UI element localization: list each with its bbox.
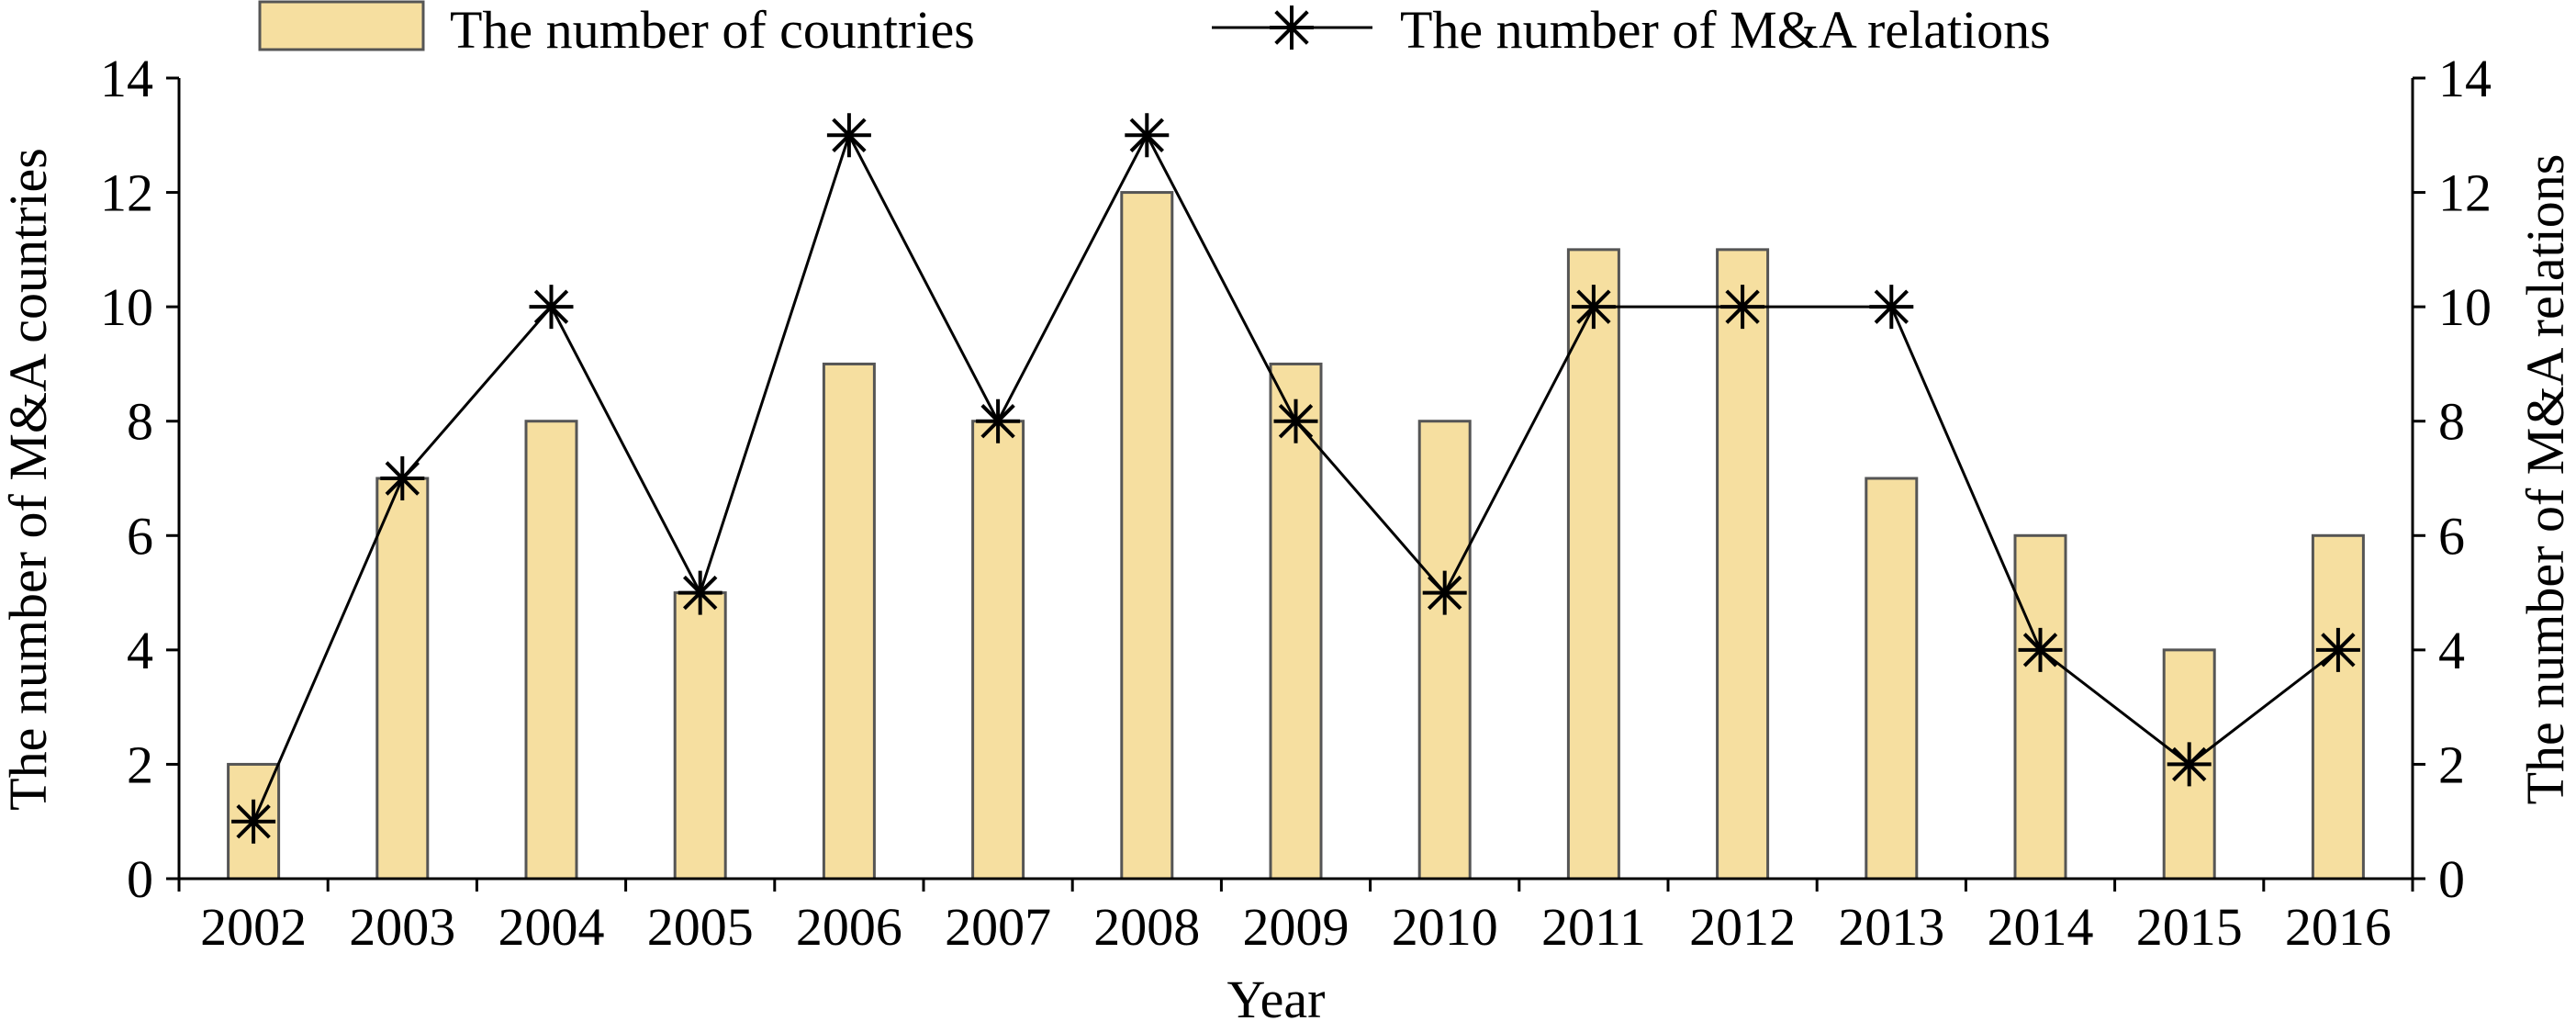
point-2010	[1422, 570, 1467, 615]
y-right-tick-label: 4	[2438, 621, 2465, 680]
bar-2008	[1120, 191, 1174, 881]
bar-2012	[1716, 248, 1770, 881]
bar-2016	[2311, 533, 2365, 881]
legend-bar-label: The number of countries	[450, 0, 975, 60]
y-right-tick-label: 0	[2438, 849, 2465, 909]
x-tick-label-2015: 2015	[2136, 897, 2243, 957]
x-axis-title: Year	[1227, 970, 1326, 1021]
bar-2006	[822, 362, 876, 881]
x-tick-label-2006: 2006	[796, 897, 902, 957]
y-left-tick-label: 14	[100, 49, 153, 108]
y-right-tick-label: 14	[2438, 49, 2492, 108]
y-right-tick-label: 6	[2438, 506, 2465, 566]
x-tick-label-2008: 2008	[1093, 897, 1200, 957]
x-tick-label-2007: 2007	[945, 897, 1051, 957]
bar-2013	[1865, 477, 1919, 881]
x-tick-label-2003: 2003	[349, 897, 455, 957]
y-left-tick-label: 4	[127, 621, 153, 680]
bar-2011	[1566, 248, 1620, 881]
legend-bar-swatch	[258, 0, 425, 51]
point-2016	[2315, 627, 2360, 672]
legend-line-label: The number of M&A relations	[1400, 0, 2051, 60]
legend-asterisk	[1270, 6, 1314, 50]
point-2006	[826, 113, 871, 158]
plot-area: 0 0 2 2 4 4 6 6 8 8 10 10 12 12 14 14 2002 2003 2004 2005 20…	[100, 49, 2492, 957]
y-axis-left-title: The number of M&A countries	[0, 148, 58, 811]
y-left-tick-label: 10	[100, 277, 153, 337]
legend-line-marker	[1270, 6, 1314, 50]
y-right-tick-label: 2	[2438, 735, 2465, 794]
x-tick-label-2016: 2016	[2285, 897, 2391, 957]
bar-2005	[673, 591, 727, 881]
x-tick-label-2002: 2002	[200, 897, 307, 957]
point-2013	[1869, 285, 1914, 330]
y-axis-right-title: The number of M&A relations	[2515, 154, 2575, 805]
point-2004	[529, 285, 574, 330]
point-2014	[2018, 627, 2063, 672]
bar-2014	[2013, 533, 2067, 881]
point-2002	[231, 799, 276, 844]
point-2007	[976, 398, 1021, 443]
point-2011	[1571, 285, 1616, 330]
y-left-tick-label: 12	[100, 163, 153, 223]
point-2008	[1125, 113, 1170, 158]
x-tick-label-2011: 2011	[1541, 897, 1646, 957]
bar-2003	[375, 477, 430, 881]
y-left-tick-label: 6	[127, 506, 153, 566]
y-right-tick-label: 8	[2438, 392, 2465, 452]
x-tick-label-2004: 2004	[498, 897, 605, 957]
x-tick-label-2010: 2010	[1392, 897, 1498, 957]
y-right-tick-label: 12	[2438, 163, 2492, 223]
bar-2010	[1417, 420, 1472, 881]
bar-2007	[971, 420, 1025, 881]
y-left-tick-label: 8	[127, 392, 153, 452]
point-2005	[678, 570, 722, 615]
y-right-tick-label: 10	[2438, 277, 2492, 337]
x-tick-label-2009: 2009	[1243, 897, 1350, 957]
x-tick-label-2014: 2014	[1988, 897, 2094, 957]
point-2012	[1720, 285, 1765, 330]
bar-2004	[524, 420, 578, 881]
x-tick-label-2012: 2012	[1689, 897, 1796, 957]
point-2015	[2167, 742, 2212, 787]
y-left-tick-label: 0	[127, 849, 153, 909]
y-left-tick-label: 2	[127, 735, 153, 794]
legend: The number of countries The number of M&…	[258, 0, 2051, 60]
x-tick-label-2005: 2005	[647, 897, 754, 957]
point-2009	[1273, 398, 1318, 443]
x-tick-label-2013: 2013	[1838, 897, 1944, 957]
point-2003	[380, 456, 425, 500]
